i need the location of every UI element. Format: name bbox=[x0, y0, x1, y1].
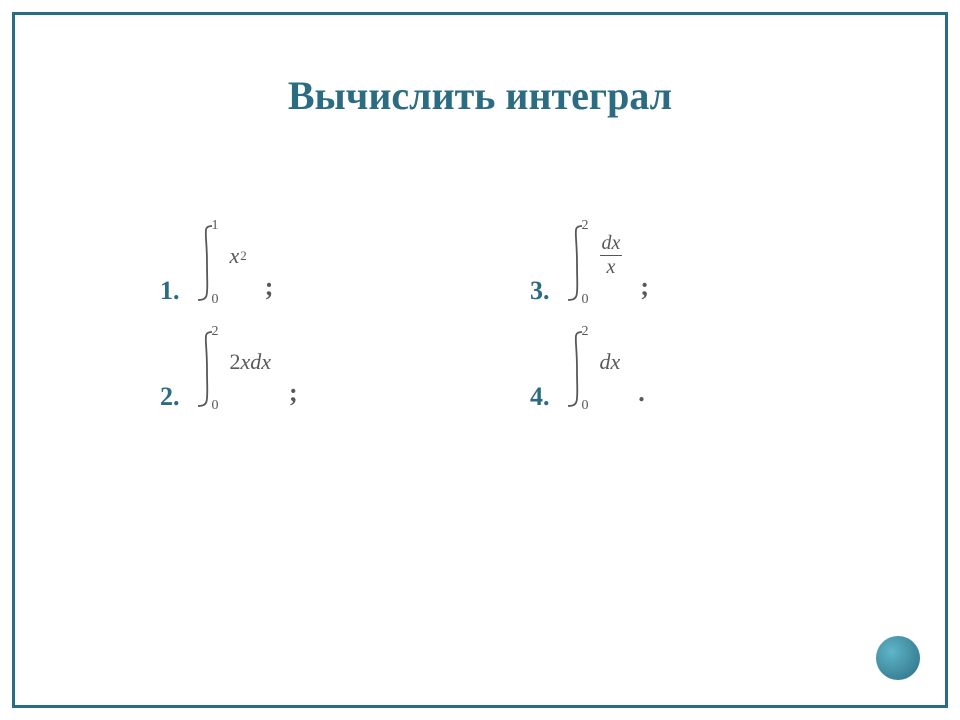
problem-4: 4. 2 0 dx . bbox=[530, 326, 840, 412]
problem-2: 2. 2 0 2xdx ; bbox=[160, 326, 470, 412]
integrand: x2 bbox=[230, 243, 247, 269]
problem-number: 2. bbox=[160, 382, 180, 412]
integral-lower: 0 bbox=[582, 292, 589, 308]
integral-lower: 0 bbox=[212, 292, 219, 308]
integral-sign: 2 0 bbox=[190, 326, 220, 412]
integrand: 2xdx bbox=[230, 349, 272, 375]
terminator: ; bbox=[640, 272, 649, 306]
slide-border-top bbox=[12, 12, 948, 15]
problem-3: 3. 2 0 dxx ; bbox=[530, 220, 840, 306]
integral-sign: 2 0 bbox=[560, 220, 590, 306]
problem-1: 1. 1 0 x2 ; bbox=[160, 220, 470, 306]
integral-sign: 2 0 bbox=[560, 326, 590, 412]
integral-lower: 0 bbox=[212, 398, 219, 414]
problems-grid: 1. 1 0 x2 ; 3. 2 0 dxx ; 2. 2 0 2xdx ; 4… bbox=[160, 220, 840, 412]
slide-title: Вычислить интеграл bbox=[0, 72, 960, 119]
integral-upper: 1 bbox=[212, 218, 219, 234]
problem-number: 3. bbox=[530, 276, 550, 306]
integral-sign: 1 0 bbox=[190, 220, 220, 306]
problem-number: 1. bbox=[160, 276, 180, 306]
terminator: . bbox=[638, 378, 645, 412]
terminator: ; bbox=[289, 378, 298, 412]
integral-upper: 2 bbox=[212, 324, 219, 340]
slide-border-bottom bbox=[12, 705, 948, 708]
decorative-circle bbox=[876, 636, 920, 680]
integrand: dxx bbox=[600, 233, 623, 278]
integral-upper: 2 bbox=[582, 324, 589, 340]
terminator: ; bbox=[265, 272, 274, 306]
problem-number: 4. bbox=[530, 382, 550, 412]
integral-upper: 2 bbox=[582, 218, 589, 234]
integrand: dx bbox=[600, 349, 621, 375]
integral-lower: 0 bbox=[582, 398, 589, 414]
